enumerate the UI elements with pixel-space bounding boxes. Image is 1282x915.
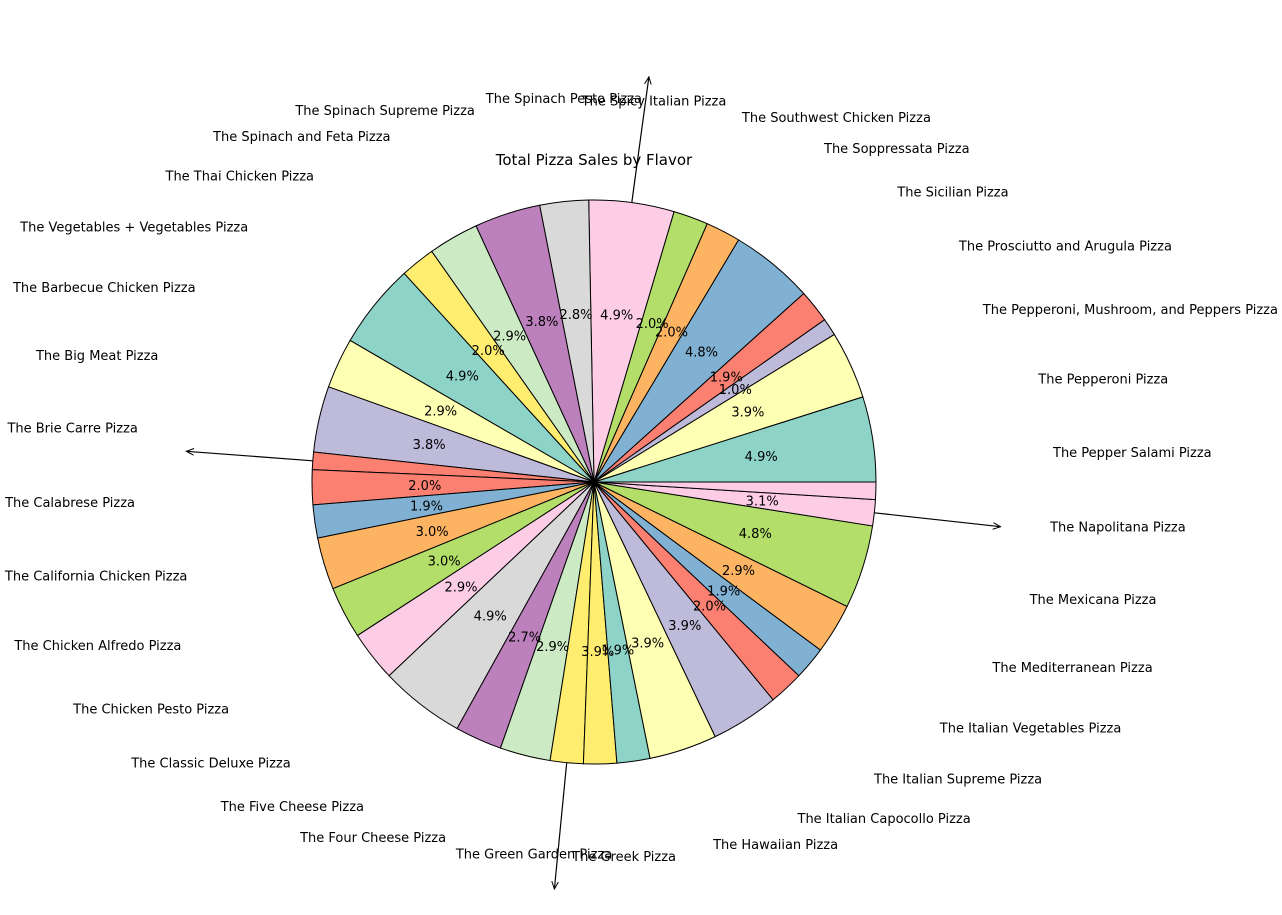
pie-slice	[593, 481, 877, 501]
slice-percent-label: 1.9%	[410, 500, 443, 515]
slice-percent-label: 2.9%	[444, 581, 477, 596]
slice-percent-label: 2.8%	[559, 308, 592, 323]
slice-percent-label: 2.9%	[536, 640, 569, 655]
slice-percent-label: 3.9%	[668, 619, 701, 634]
slice-label: The Mediterranean Pizza	[991, 661, 1152, 676]
slice-percent-label: 4.8%	[739, 527, 772, 542]
slice-label: The Southwest Chicken Pizza	[741, 111, 931, 126]
slice-percent-label: 2.0%	[636, 317, 669, 332]
label-arrow	[874, 512, 1000, 527]
slice-label: The Soppressata Pizza	[823, 142, 970, 157]
slice-percent-label: 1.9%	[710, 371, 743, 386]
slice-percent-label: 2.7%	[508, 630, 541, 645]
slice-label: The Thai Chicken Pizza	[165, 170, 315, 185]
slice-label: The Barbecue Chicken Pizza	[12, 281, 196, 296]
slice-label: The Mexicana Pizza	[1029, 593, 1157, 608]
label-arrow	[554, 762, 568, 889]
slice-label: The Classic Deluxe Pizza	[130, 757, 290, 772]
slice-label: The Calabrese Pizza	[4, 496, 135, 511]
slice-percent-label: 2.0%	[408, 479, 441, 494]
slice-percent-label: 4.9%	[446, 370, 479, 385]
slice-label: The Four Cheese Pizza	[299, 831, 446, 846]
slice-label: The Italian Vegetables Pizza	[939, 722, 1122, 737]
slice-label: The Spinach Pesto Pizza	[485, 92, 642, 107]
slice-percent-label: 2.0%	[472, 344, 505, 359]
slice-percent-label: 4.8%	[685, 345, 718, 360]
slice-label: The Prosciutto and Arugula Pizza	[958, 240, 1172, 255]
slice-label: The Spinach Supreme Pizza	[294, 104, 475, 119]
slice-percent-label: 3.0%	[416, 525, 449, 540]
slice-label: The California Chicken Pizza	[4, 569, 187, 584]
slice-label: The Chicken Pesto Pizza	[72, 702, 229, 717]
label-arrows	[186, 77, 1000, 889]
slice-label: The Greek Pizza	[571, 850, 676, 865]
slice-percent-label: 2.0%	[655, 326, 688, 341]
slice-label: The Italian Capocollo Pizza	[797, 812, 971, 827]
slice-percent-label: 3.9%	[631, 637, 664, 652]
slice-percent-label: 3.9%	[581, 645, 614, 660]
slice-percent-label: 3.1%	[746, 495, 779, 510]
slice-label: The Green Garden Pizza	[455, 848, 612, 863]
slice-percent-label: 4.9%	[474, 610, 507, 625]
slice-percent-label: 3.8%	[413, 438, 446, 453]
slice-percent-label: 4.9%	[745, 450, 778, 465]
slice-label: The Vegetables + Vegetables Pizza	[19, 220, 248, 235]
percent-labels: 4.9%3.9%1.0%1.9%4.8%2.0%2.0%4.9%2.8%3.8%…	[408, 308, 778, 660]
label-arrow	[631, 77, 649, 203]
slice-label: The Pepperoni Pizza	[1037, 373, 1168, 388]
slice-label: The Napolitana Pizza	[1049, 521, 1186, 536]
slice-label: The Chicken Alfredo Pizza	[13, 639, 181, 654]
slice-percent-label: 4.9%	[600, 308, 633, 323]
slice-label: The Hawaiian Pizza	[712, 838, 838, 853]
slice-label: The Five Cheese Pizza	[220, 800, 364, 815]
slice-percent-label: 3.0%	[428, 554, 461, 569]
slice-label: The Big Meat Pizza	[35, 349, 158, 364]
label-arrow	[186, 451, 313, 462]
slice-percent-label: 1.9%	[707, 585, 740, 600]
slice-label: The Spinach and Feta Pizza	[212, 130, 390, 145]
slice-percent-label: 2.0%	[693, 600, 726, 615]
chart-title: Total Pizza Sales by Flavor	[495, 151, 693, 169]
slice-percent-label: 2.9%	[424, 405, 457, 420]
slice-label: The Brie Carre Pizza	[6, 421, 137, 436]
slice-label: The Pepperoni, Mushroom, and Peppers Piz…	[982, 303, 1278, 318]
slice-label: The Pepper Salami Pizza	[1052, 446, 1212, 461]
slice-percent-label: 3.9%	[731, 406, 764, 421]
slice-percent-label: 2.9%	[493, 329, 526, 344]
slice-percent-label: 1.9%	[601, 644, 634, 659]
slice-labels: The Barbecue Chicken Pizza The Big Meat P…	[4, 92, 1278, 865]
slice-percent-label: 2.9%	[722, 564, 755, 579]
slice-percent-label: 3.8%	[525, 315, 558, 330]
slice-label: The Italian Supreme Pizza	[873, 773, 1042, 788]
pie-wedges	[311, 199, 877, 765]
slice-label: The Spicy Italian Pizza	[581, 94, 727, 109]
slice-percent-label: 1.0%	[719, 383, 752, 398]
slice-label: The Sicilian Pizza	[896, 185, 1008, 200]
